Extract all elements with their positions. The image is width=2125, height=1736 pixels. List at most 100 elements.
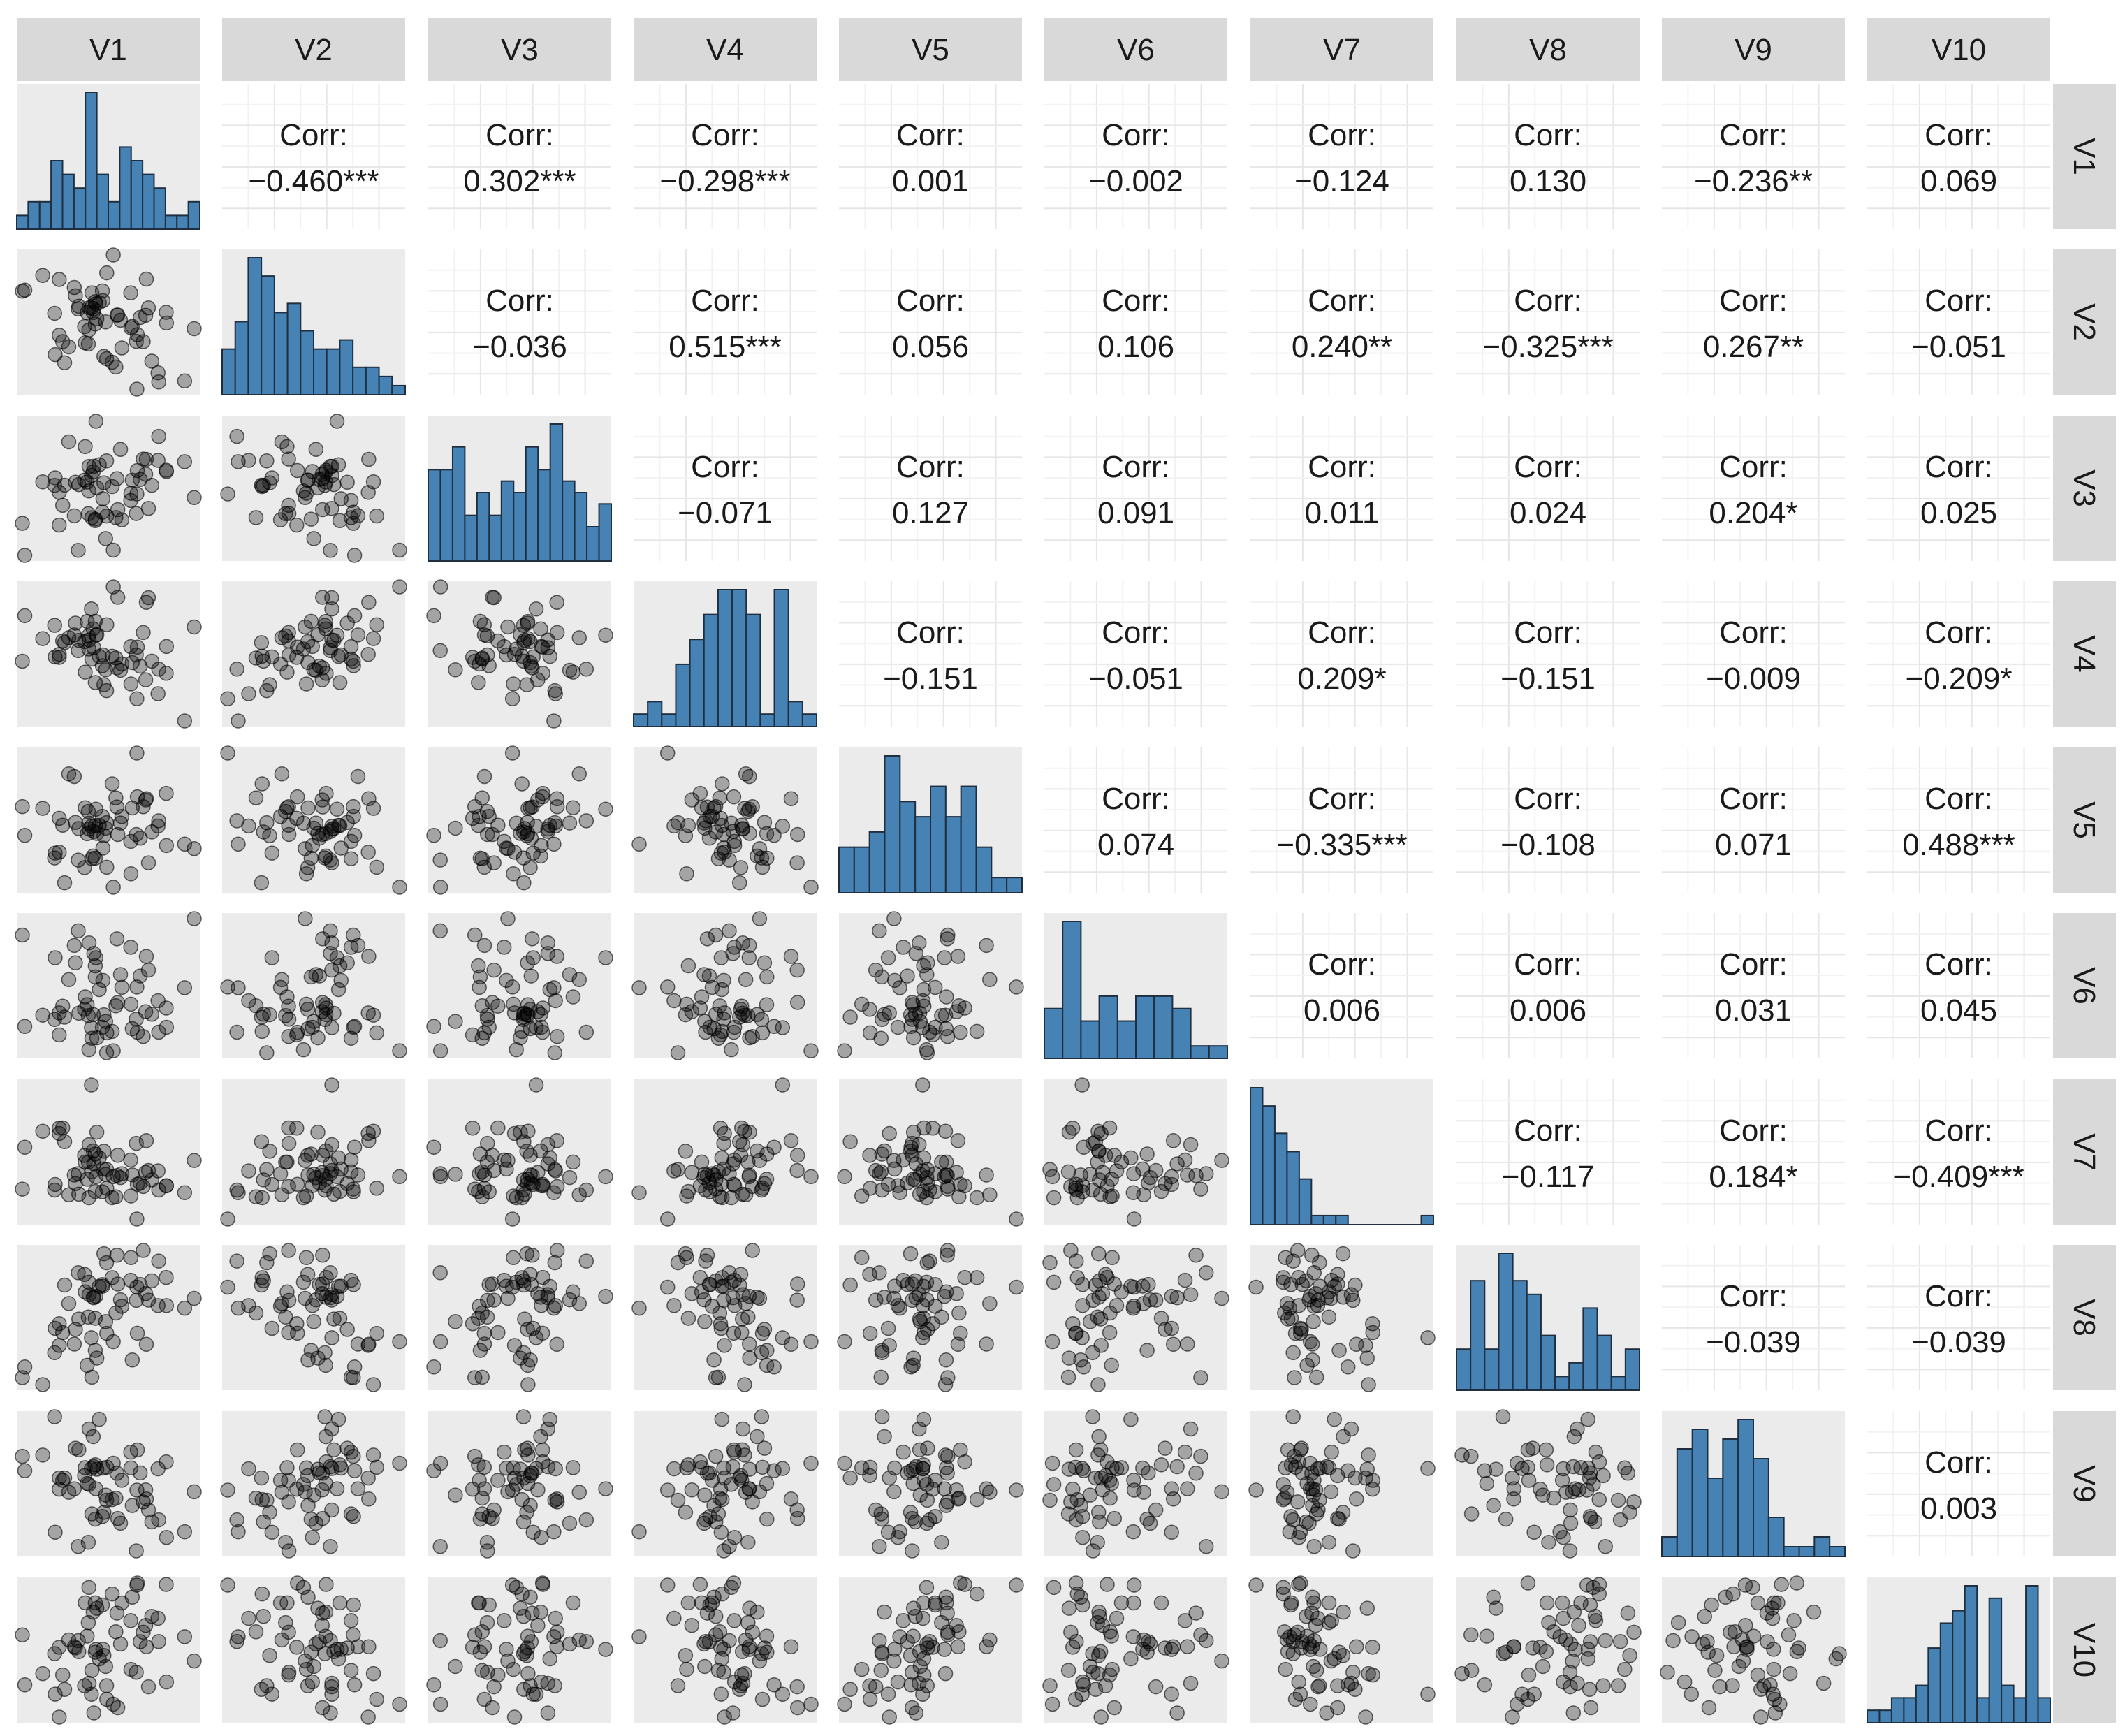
scatter-point [892, 1300, 907, 1316]
scatter-point [680, 958, 696, 974]
correlation-label: Corr: [1514, 782, 1582, 816]
scatter-point [1488, 1461, 1504, 1477]
scatter-point [1107, 1700, 1123, 1716]
scatter-point [392, 579, 407, 595]
scatter-point [1327, 1411, 1342, 1427]
scatter-point [1541, 1535, 1556, 1550]
scatter-point [1538, 1442, 1554, 1458]
scatter-point [231, 980, 246, 995]
scatter-point [916, 1651, 932, 1667]
scatter-point [323, 458, 338, 474]
histogram-bar [598, 503, 612, 562]
scatter-point [696, 1636, 712, 1652]
scatter-point [1148, 1162, 1164, 1179]
scatter-point [129, 1325, 145, 1341]
scatter-point [678, 1144, 694, 1159]
scatter-point [79, 997, 95, 1012]
scatter-point [908, 1705, 924, 1721]
scatter-point [513, 1124, 528, 1140]
scatter-point [979, 938, 994, 954]
scatter-point [84, 1030, 100, 1046]
column-strip-bg [1662, 18, 1845, 81]
scatter-point [565, 1284, 581, 1300]
scatter-point [892, 980, 907, 995]
scatter-point [1177, 1613, 1193, 1628]
panel-background [1456, 1079, 1640, 1225]
scatter-point [159, 1178, 174, 1194]
scatter-point [724, 1190, 739, 1206]
correlation-value: 0.024 [1510, 496, 1586, 530]
scatter-point [480, 1135, 495, 1151]
histogram-bar [1813, 1536, 1831, 1557]
scatter-point [80, 1008, 96, 1023]
scatter-point [530, 792, 546, 808]
scatter-point [1126, 1473, 1141, 1488]
correlation-label: Corr: [896, 284, 965, 318]
scatter-point [432, 1265, 448, 1281]
correlation-label: Corr: [691, 118, 759, 152]
scatter-point [696, 967, 712, 982]
scatter-point [880, 1686, 896, 1702]
column-strip-v1: V1 [17, 18, 200, 81]
scatter-point [1198, 1265, 1214, 1281]
column-strip-label: V4 [706, 33, 744, 67]
scatter-point [123, 833, 138, 849]
histogram-bar [675, 663, 691, 728]
correlation-value: 0.069 [1920, 164, 1997, 198]
scatter-point [1595, 1678, 1611, 1693]
scatter-point [1420, 1461, 1436, 1476]
histogram-panel-v8 [1456, 1245, 1641, 1392]
scatter-point [48, 1686, 63, 1702]
scatter-point [969, 1190, 985, 1206]
scatter-point [318, 1172, 334, 1187]
histogram-panel-v1 [16, 84, 200, 231]
scatter-point [1248, 1279, 1264, 1295]
correlation-label: Corr: [1102, 615, 1170, 650]
scatter-point [1060, 1369, 1076, 1385]
scatter-point [289, 1121, 305, 1136]
scatter-point [1305, 1498, 1320, 1513]
scatter-point [1085, 1646, 1100, 1661]
scatter-point [138, 307, 154, 323]
scatter-point [151, 1253, 166, 1269]
scatter-point [333, 972, 349, 989]
scatter-point [1323, 1290, 1339, 1306]
correlation-value: 0.267** [1703, 330, 1804, 364]
scatter-point [318, 1143, 334, 1159]
scatter-point [339, 615, 355, 631]
histogram-bar [1952, 1610, 1966, 1724]
histogram-bar [1526, 1293, 1542, 1392]
scatter-point [1164, 1176, 1179, 1192]
scatter-point [716, 1012, 731, 1027]
correlation-panel-v2-v3: Corr:−0.036 [428, 249, 611, 395]
scatter-point [549, 595, 564, 610]
scatter-point [1169, 1156, 1185, 1172]
scatter-point [697, 1314, 713, 1329]
scatter-point [1539, 1595, 1555, 1611]
scatter-point [61, 1632, 77, 1648]
scatter-point [96, 1007, 112, 1023]
scatter-point [110, 995, 126, 1010]
scatter-point [670, 1492, 686, 1508]
scatter-point [87, 958, 103, 974]
scatter-point [1165, 1491, 1181, 1507]
scatter-point [496, 833, 512, 849]
scatter-point [549, 625, 565, 641]
scatter-point [262, 1144, 277, 1159]
scatter-point [1139, 1511, 1155, 1527]
scatter-point [318, 1429, 334, 1445]
scatter-point [279, 1460, 295, 1475]
scatter-point [631, 1524, 647, 1540]
scatter-point [220, 486, 235, 502]
scatter-panel-v8-v5 [837, 1243, 1024, 1392]
panel-background [1662, 249, 1845, 395]
scatter-point [934, 1154, 949, 1170]
scatter-point [465, 1316, 481, 1332]
scatter-point [915, 1330, 930, 1345]
scatter-point [87, 1343, 103, 1358]
scatter-point [506, 1709, 523, 1725]
scatter-point [343, 1272, 359, 1288]
scatter-point [713, 845, 729, 861]
scatter-point [476, 1167, 492, 1183]
scatter-point [714, 1411, 730, 1427]
